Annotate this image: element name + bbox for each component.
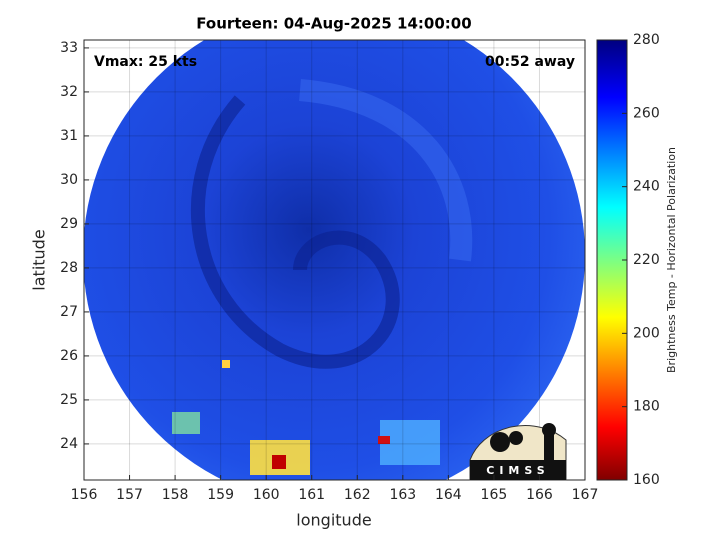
x-tick-label: 158 [162, 487, 189, 503]
x-axis-label: longitude [296, 511, 371, 530]
y-tick-label: 27 [60, 304, 78, 320]
x-tick-label: 164 [435, 487, 462, 503]
y-tick-label: 28 [60, 260, 78, 276]
logo-dish [490, 432, 510, 452]
x-tick-label: 166 [526, 487, 553, 503]
y-tick-label: 32 [60, 84, 78, 100]
x-tick-label: 167 [572, 487, 599, 503]
x-tick-label: 162 [344, 487, 371, 503]
logo-tower [544, 432, 554, 460]
y-tick-label: 29 [60, 216, 78, 232]
x-tick-label: 157 [116, 487, 143, 503]
chart-title: Fourteen: 04-Aug-2025 14:00:00 [196, 15, 471, 33]
colorbar-tick-label: 180 [633, 399, 660, 415]
satellite-image [84, 40, 585, 480]
colorbar-label: Brightness Temp - Horizontal Polarizatio… [665, 147, 678, 373]
y-tick-label: 26 [60, 348, 78, 364]
logo-text: CIMSS [486, 464, 549, 477]
colorbar-tick-label: 200 [633, 325, 660, 341]
colorbar-tick-label: 260 [633, 105, 660, 121]
annotation: Vmax: 25 kts [94, 54, 197, 70]
annotation: 00:52 away [485, 54, 575, 70]
colorbar-tick-label: 240 [633, 179, 660, 195]
x-tick-label: 161 [298, 487, 325, 503]
colorbar-tick-label: 160 [633, 472, 660, 488]
colorbar-tick-label: 280 [633, 32, 660, 48]
convection [172, 412, 200, 434]
convection [272, 455, 286, 469]
y-axis-label: latitude [30, 229, 49, 290]
x-tick-label: 160 [253, 487, 280, 503]
plot-frame [83, 39, 586, 481]
cloud-band [190, 95, 400, 369]
convection [378, 436, 390, 444]
logo-dish [509, 431, 523, 445]
colorbar-tick-label: 220 [633, 252, 660, 268]
y-tick-label: 30 [60, 172, 78, 188]
y-tick-label: 33 [60, 40, 78, 56]
y-tick-label: 25 [60, 392, 78, 408]
logo-tower [542, 423, 556, 437]
y-tick-label: 24 [60, 436, 78, 452]
x-tick-label: 163 [389, 487, 416, 503]
x-tick-label: 165 [481, 487, 508, 503]
y-tick-label: 31 [60, 128, 78, 144]
convection [222, 360, 230, 368]
cloud-band [299, 79, 473, 262]
x-tick-label: 159 [207, 487, 234, 503]
cimss-logo: CIMSS [469, 423, 567, 481]
x-tick-label: 156 [71, 487, 98, 503]
